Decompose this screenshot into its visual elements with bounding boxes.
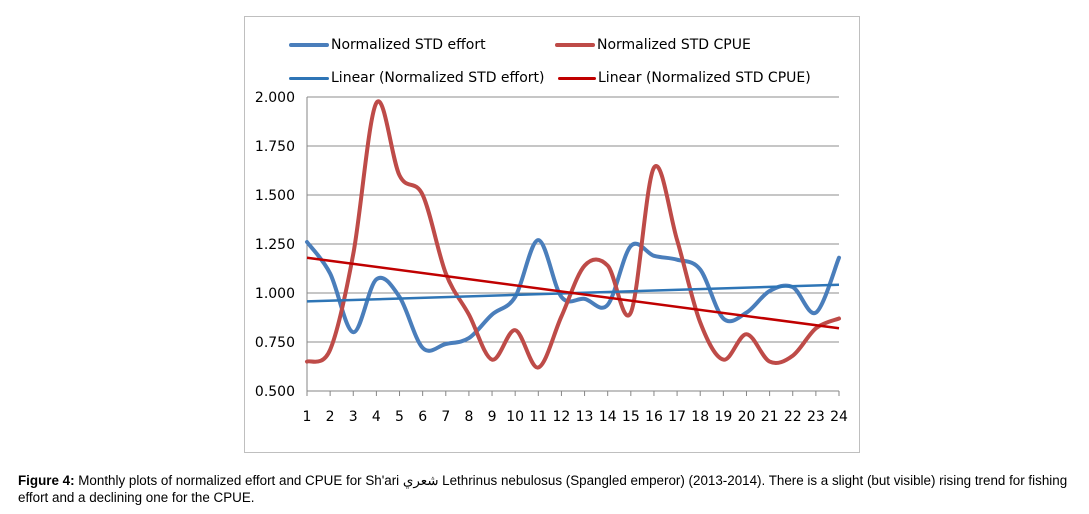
legend-entry-effort-trend: Linear (Normalized STD effort) [289,70,544,86]
x-tick-label: 15 [622,409,640,425]
legend-label-cpue-trend: Linear (Normalized STD CPUE) [598,70,811,86]
x-tick-label: 3 [349,409,358,425]
x-tick-label: 16 [645,409,663,425]
y-tick-label: 0.500 [255,384,295,400]
x-tick-label: 24 [830,409,848,425]
x-tick-label: 8 [464,409,473,425]
legend-entry-cpue-trend: Linear (Normalized STD CPUE) [558,70,811,86]
x-tick-label: 19 [714,409,732,425]
legend-label-effort-trend: Linear (Normalized STD effort) [331,70,545,86]
legend-swatch-effort-trend [289,76,329,80]
x-tick-label: 1 [303,409,312,425]
figure-caption: Figure 4: Monthly plots of normalized ef… [18,472,1086,506]
x-tick-label: 6 [418,409,427,425]
caption-label: Figure 4: [18,473,75,488]
x-tick-label: 5 [395,409,404,425]
legend-entry-cpue: Normalized STD CPUE [555,37,751,53]
x-tick-label: 22 [784,409,802,425]
x-tick-label: 13 [576,409,594,425]
x-tick-label: 2 [326,409,335,425]
legend-label-cpue: Normalized STD CPUE [597,37,751,53]
x-tick-label: 18 [691,409,709,425]
legend-entry-effort: Normalized STD effort [289,37,486,53]
legend-swatch-cpue-trend [558,76,596,80]
caption-text: Monthly plots of normalized effort and C… [18,473,1068,505]
x-tick-label: 20 [738,409,756,425]
series-line-effort [305,238,841,353]
x-tick-label: 4 [372,409,381,425]
x-tick-label: 7 [441,409,450,425]
y-tick-label: 1.500 [255,188,295,204]
x-tick-label: 9 [488,409,497,425]
x-tick-label: 14 [599,409,617,425]
y-tick-label: 1.750 [255,139,295,155]
legend-swatch-effort [289,43,329,47]
y-tick-label: 1.000 [255,286,295,302]
series-line-cpue [305,99,841,370]
x-tick-label: 11 [529,409,547,425]
x-tick-label: 10 [506,409,524,425]
chart-area: 0.500 0.750 1.000 1.250 1.500 1.750 2.000 1 2 3 4 5… [244,16,860,453]
y-tick-label: 2.000 [255,90,295,106]
x-tick-label: 23 [807,409,825,425]
x-tick-label: 12 [553,409,571,425]
legend-swatch-cpue [555,43,595,47]
legend-label-effort: Normalized STD effort [331,37,486,53]
x-tick-label: 17 [668,409,686,425]
trend-line-cpue [306,256,840,330]
y-tick-label: 1.250 [255,237,295,253]
y-tick-label: 0.750 [255,335,295,351]
x-tick-label: 21 [761,409,779,425]
